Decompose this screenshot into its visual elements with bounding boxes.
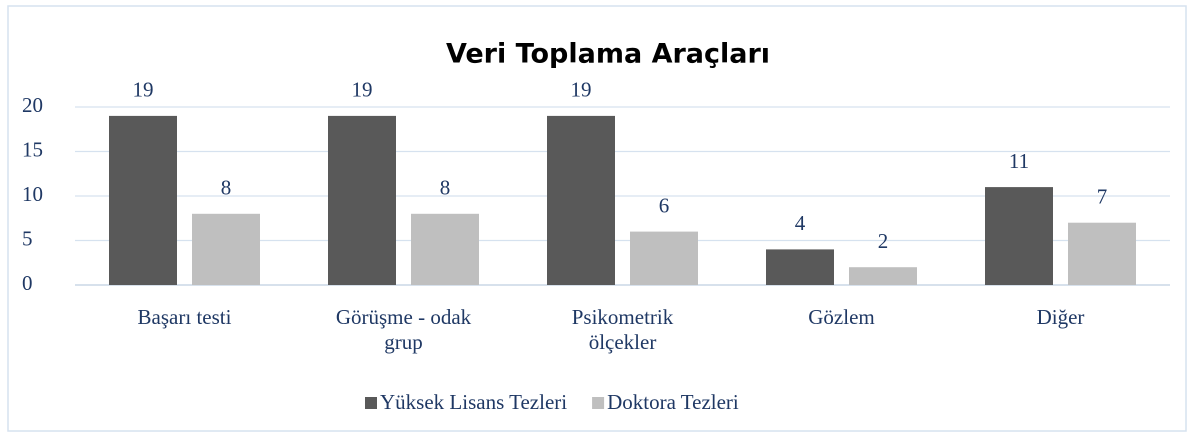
x-tick-label: Görüşme - odak grup bbox=[335, 305, 472, 354]
y-tick-label: 0 bbox=[22, 271, 33, 295]
bar bbox=[547, 115, 615, 286]
value-label: 7 bbox=[1097, 185, 1108, 209]
y-tick-label: 10 bbox=[22, 182, 43, 206]
bar bbox=[985, 187, 1053, 285]
legend-label: Doktora Tezleri bbox=[607, 390, 739, 414]
bar bbox=[1068, 222, 1136, 285]
legend-swatch bbox=[365, 397, 377, 409]
bar bbox=[192, 213, 260, 285]
y-tick-label: 5 bbox=[22, 226, 33, 250]
bar bbox=[849, 267, 917, 285]
x-tick-label: Gözlem bbox=[808, 305, 875, 329]
value-label: 19 bbox=[133, 78, 154, 102]
bar bbox=[328, 115, 396, 286]
value-label: 8 bbox=[440, 176, 451, 200]
legend-label: Yüksek Lisans Tezleri bbox=[380, 390, 567, 414]
x-tick-label: Başarı testi bbox=[137, 305, 232, 329]
x-tick-label: Diğer bbox=[1036, 305, 1085, 329]
value-label: 11 bbox=[1009, 149, 1029, 173]
bar bbox=[411, 213, 479, 285]
value-label: 8 bbox=[221, 176, 232, 200]
y-tick-label: 20 bbox=[22, 93, 43, 117]
bar bbox=[109, 115, 177, 286]
value-label: 19 bbox=[352, 78, 373, 102]
value-label: 6 bbox=[659, 193, 670, 217]
value-label: 2 bbox=[878, 229, 889, 253]
value-label: 19 bbox=[571, 78, 592, 102]
chart-title: Veri Toplama Araçları bbox=[446, 39, 770, 70]
y-tick-label: 15 bbox=[22, 137, 43, 161]
value-label: 4 bbox=[795, 211, 806, 235]
bar bbox=[766, 249, 834, 285]
legend-swatch bbox=[592, 397, 605, 409]
x-tick-label: Psikometrik ölçekler bbox=[571, 305, 674, 354]
bar bbox=[630, 231, 698, 285]
